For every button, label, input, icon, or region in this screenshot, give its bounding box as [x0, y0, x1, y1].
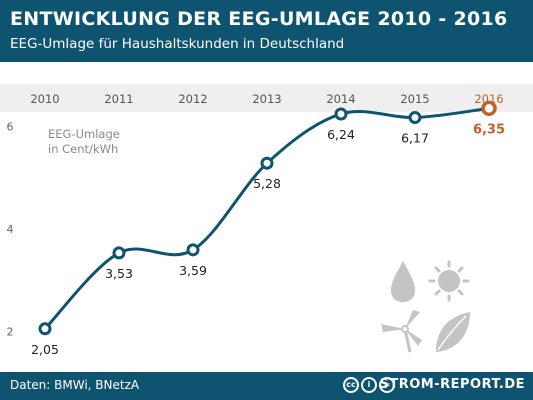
data-label: 3,59: [179, 263, 207, 278]
y-axis-label-line: EEG-Umlage: [48, 127, 120, 141]
leaf-icon: [436, 312, 470, 352]
x-tick-label: 2011: [104, 92, 133, 106]
data-label: 6,24: [327, 127, 355, 142]
year-band: [0, 84, 533, 112]
data-point: [408, 111, 422, 125]
data-point: [186, 243, 200, 257]
data-points: [38, 100, 497, 336]
attribution-icon: i: [361, 377, 377, 393]
x-tick-label: 2013: [252, 92, 281, 106]
page-subtitle: EEG-Umlage für Haushaltskunden in Deutsc…: [10, 36, 345, 52]
source-note: Daten: BMWi, BNetzA: [10, 378, 140, 392]
data-point: [38, 322, 52, 336]
data-point: [260, 156, 274, 170]
water-drop-icon: [391, 261, 415, 302]
no-derivatives-icon: =: [379, 377, 395, 393]
sun-icon: [428, 260, 470, 302]
y-tick-label: 4: [7, 223, 14, 236]
header-bar: ENTWICKLUNG DER EEG-UMLAGE 2010 - 2016 E…: [0, 0, 533, 62]
y-axis-label-line: in Cent/kWh: [48, 142, 118, 156]
brand-label: STROM-REPORT.DE: [379, 377, 525, 392]
x-tick-label: 2010: [30, 92, 59, 106]
data-label: 6,35: [473, 122, 505, 137]
y-tick-label: 6: [7, 120, 14, 133]
x-axis-labels: 2010 2011 2012 2013 2014 2015 2016: [30, 92, 503, 106]
energy-icons: [381, 260, 470, 353]
x-tick-label: 2016: [474, 92, 503, 106]
data-label: 6,17: [401, 131, 429, 146]
data-point: [481, 100, 497, 117]
line-chart: 2010 2011 2012 2013 2014 2015 2016 2 4 6 EEG-Uml…: [0, 84, 533, 357]
y-tick-label: 2: [7, 325, 14, 338]
page-title: ENTWICKLUNG DER EEG-UMLAGE 2010 - 2016: [10, 8, 508, 30]
creative-commons-icon: cc: [343, 377, 359, 393]
footer-bar: Daten: BMWi, BNetzA cc i = STROM-REPORT.…: [0, 372, 533, 400]
wind-turbine-icon: [381, 310, 422, 353]
data-label: 5,28: [253, 176, 281, 191]
x-tick-label: 2015: [400, 92, 429, 106]
data-point: [334, 107, 348, 121]
x-tick-label: 2014: [326, 92, 355, 106]
data-label: 2,05: [31, 342, 59, 357]
y-axis-ticks: 2 4 6: [7, 120, 14, 338]
year-band-bg: [0, 84, 533, 112]
x-tick-label: 2012: [178, 92, 207, 106]
chart-area: 2010 2011 2012 2013 2014 2015 2016 2 4 6 EEG-Uml…: [0, 62, 533, 372]
data-labels: 2,05 3,53 3,59 5,28 6,24 6,17 6,35: [31, 122, 505, 356]
data-label: 3,53: [105, 266, 133, 281]
data-point: [112, 246, 126, 260]
